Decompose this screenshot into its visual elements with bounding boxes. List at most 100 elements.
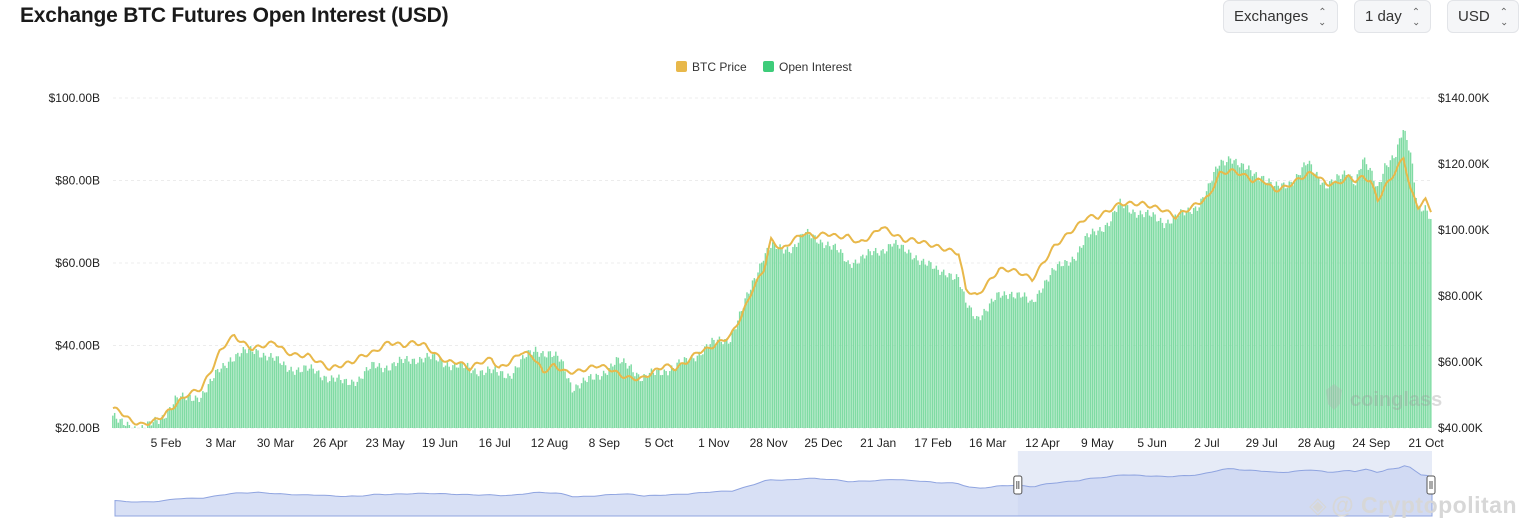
open-interest-bar <box>367 370 370 428</box>
open-interest-bar <box>569 382 572 428</box>
open-interest-bar <box>551 357 553 428</box>
open-interest-bar <box>555 351 557 428</box>
open-interest-bar <box>310 364 313 428</box>
open-interest-bar <box>424 357 427 428</box>
open-interest-bar <box>1128 212 1131 428</box>
open-interest-bar <box>499 371 502 428</box>
open-interest-bar <box>134 426 136 428</box>
open-interest-bar <box>942 269 945 428</box>
open-interest-bar <box>1154 214 1156 428</box>
open-interest-bar <box>1233 160 1235 429</box>
open-interest-bar <box>689 360 691 428</box>
exchanges-select[interactable]: Exchanges ⌃ ⌃ <box>1223 0 1338 33</box>
y-axis-right: $40.00K $60.00K $80.00K $100.00K $120.00K $14… <box>1438 91 1489 435</box>
open-interest-bar <box>124 425 127 428</box>
open-interest-bar <box>941 271 943 428</box>
open-interest-bar <box>928 260 930 428</box>
open-interest-bar <box>571 392 574 428</box>
open-interest-bar <box>709 344 711 428</box>
open-interest-bar <box>573 390 575 428</box>
open-interest-bar <box>1216 168 1219 428</box>
open-interest-bar <box>1253 173 1256 428</box>
open-interest-bar <box>1139 210 1142 428</box>
open-interest-bar <box>174 395 177 428</box>
open-interest-bar <box>1428 218 1430 428</box>
open-interest-bar <box>376 366 379 428</box>
open-interest-bar <box>953 279 956 428</box>
open-interest-bar <box>450 370 452 428</box>
open-interest-bar <box>674 369 677 428</box>
open-interest-bar <box>305 365 307 428</box>
open-interest-bar <box>972 316 974 428</box>
open-interest-bar <box>444 365 447 428</box>
open-interest-bar <box>389 370 392 428</box>
open-interest-bar <box>599 379 601 428</box>
open-interest-bar <box>832 245 835 428</box>
open-interest-bar <box>1319 184 1322 428</box>
open-interest-bar <box>996 292 998 428</box>
open-interest-bar <box>946 277 949 428</box>
open-interest-bar <box>264 355 267 428</box>
open-interest-bar <box>328 381 331 428</box>
open-interest-bar <box>902 244 904 428</box>
open-interest-bar <box>323 375 325 428</box>
open-interest-bar <box>1051 268 1053 428</box>
open-interest-bar <box>678 359 680 428</box>
x-axis: 5 Feb 3 Mar 30 Mar 26 Apr 23 May 19 Jun 16 Jul… <box>151 436 1445 450</box>
open-interest-bar <box>354 386 357 428</box>
x-tick-label: 30 Mar <box>257 436 294 450</box>
open-interest-bar <box>764 253 767 428</box>
open-interest-bar <box>338 374 340 428</box>
open-interest-bar <box>1082 245 1085 428</box>
open-interest-bar <box>1408 150 1410 428</box>
open-interest-bar <box>623 358 625 428</box>
x-tick-label: 23 May <box>365 436 404 450</box>
navigator-handle[interactable] <box>1426 475 1436 495</box>
open-interest-bar <box>314 373 316 428</box>
open-interest-bar <box>260 357 263 428</box>
open-interest-bar <box>1328 181 1331 428</box>
interval-select[interactable]: 1 day ⌃ ⌃ <box>1354 0 1432 33</box>
open-interest-bar <box>740 311 743 428</box>
open-interest-bar <box>312 368 314 428</box>
open-interest-bar <box>1150 216 1153 428</box>
open-interest-bar <box>1134 212 1136 428</box>
open-interest-bar <box>610 363 612 428</box>
open-interest-bar <box>595 373 598 428</box>
open-interest-bar <box>1327 188 1329 428</box>
x-tick-label: 12 Apr <box>1025 436 1060 450</box>
open-interest-bar <box>542 351 544 428</box>
open-interest-bar <box>1260 176 1263 428</box>
open-interest-bar <box>862 254 864 428</box>
open-interest-bar <box>1165 223 1167 428</box>
open-interest-bar <box>834 243 836 428</box>
navigator-handle[interactable] <box>1013 475 1023 495</box>
open-interest-bar <box>869 251 871 428</box>
open-interest-bar <box>426 352 428 428</box>
open-interest-bar <box>457 367 460 428</box>
x-tick-label: 5 Feb <box>151 436 182 450</box>
open-interest-bar <box>865 255 868 428</box>
open-interest-bar <box>242 347 245 428</box>
open-interest-bar <box>760 262 763 428</box>
open-interest-bar <box>823 248 825 428</box>
x-tick-label: 16 Jul <box>479 436 511 450</box>
open-interest-bar <box>238 356 241 428</box>
open-interest-bar <box>1005 295 1007 428</box>
open-interest-bar <box>1016 292 1018 428</box>
x-tick-label: 19 Jun <box>422 436 458 450</box>
open-interest-bar <box>181 392 184 428</box>
open-interest-bar <box>643 374 645 428</box>
currency-select[interactable]: USD ⌃ ⌃ <box>1447 0 1520 33</box>
open-interest-bar <box>601 376 603 428</box>
open-interest-bar <box>1036 293 1039 428</box>
open-interest-bar <box>963 291 965 428</box>
open-interest-bars <box>112 130 1432 429</box>
open-interest-bar <box>152 422 154 428</box>
open-interest-bar <box>172 404 175 428</box>
open-interest-bar <box>1306 163 1309 428</box>
open-interest-bar <box>507 373 509 428</box>
open-interest-bar <box>944 275 947 428</box>
open-interest-bar <box>1268 178 1270 428</box>
